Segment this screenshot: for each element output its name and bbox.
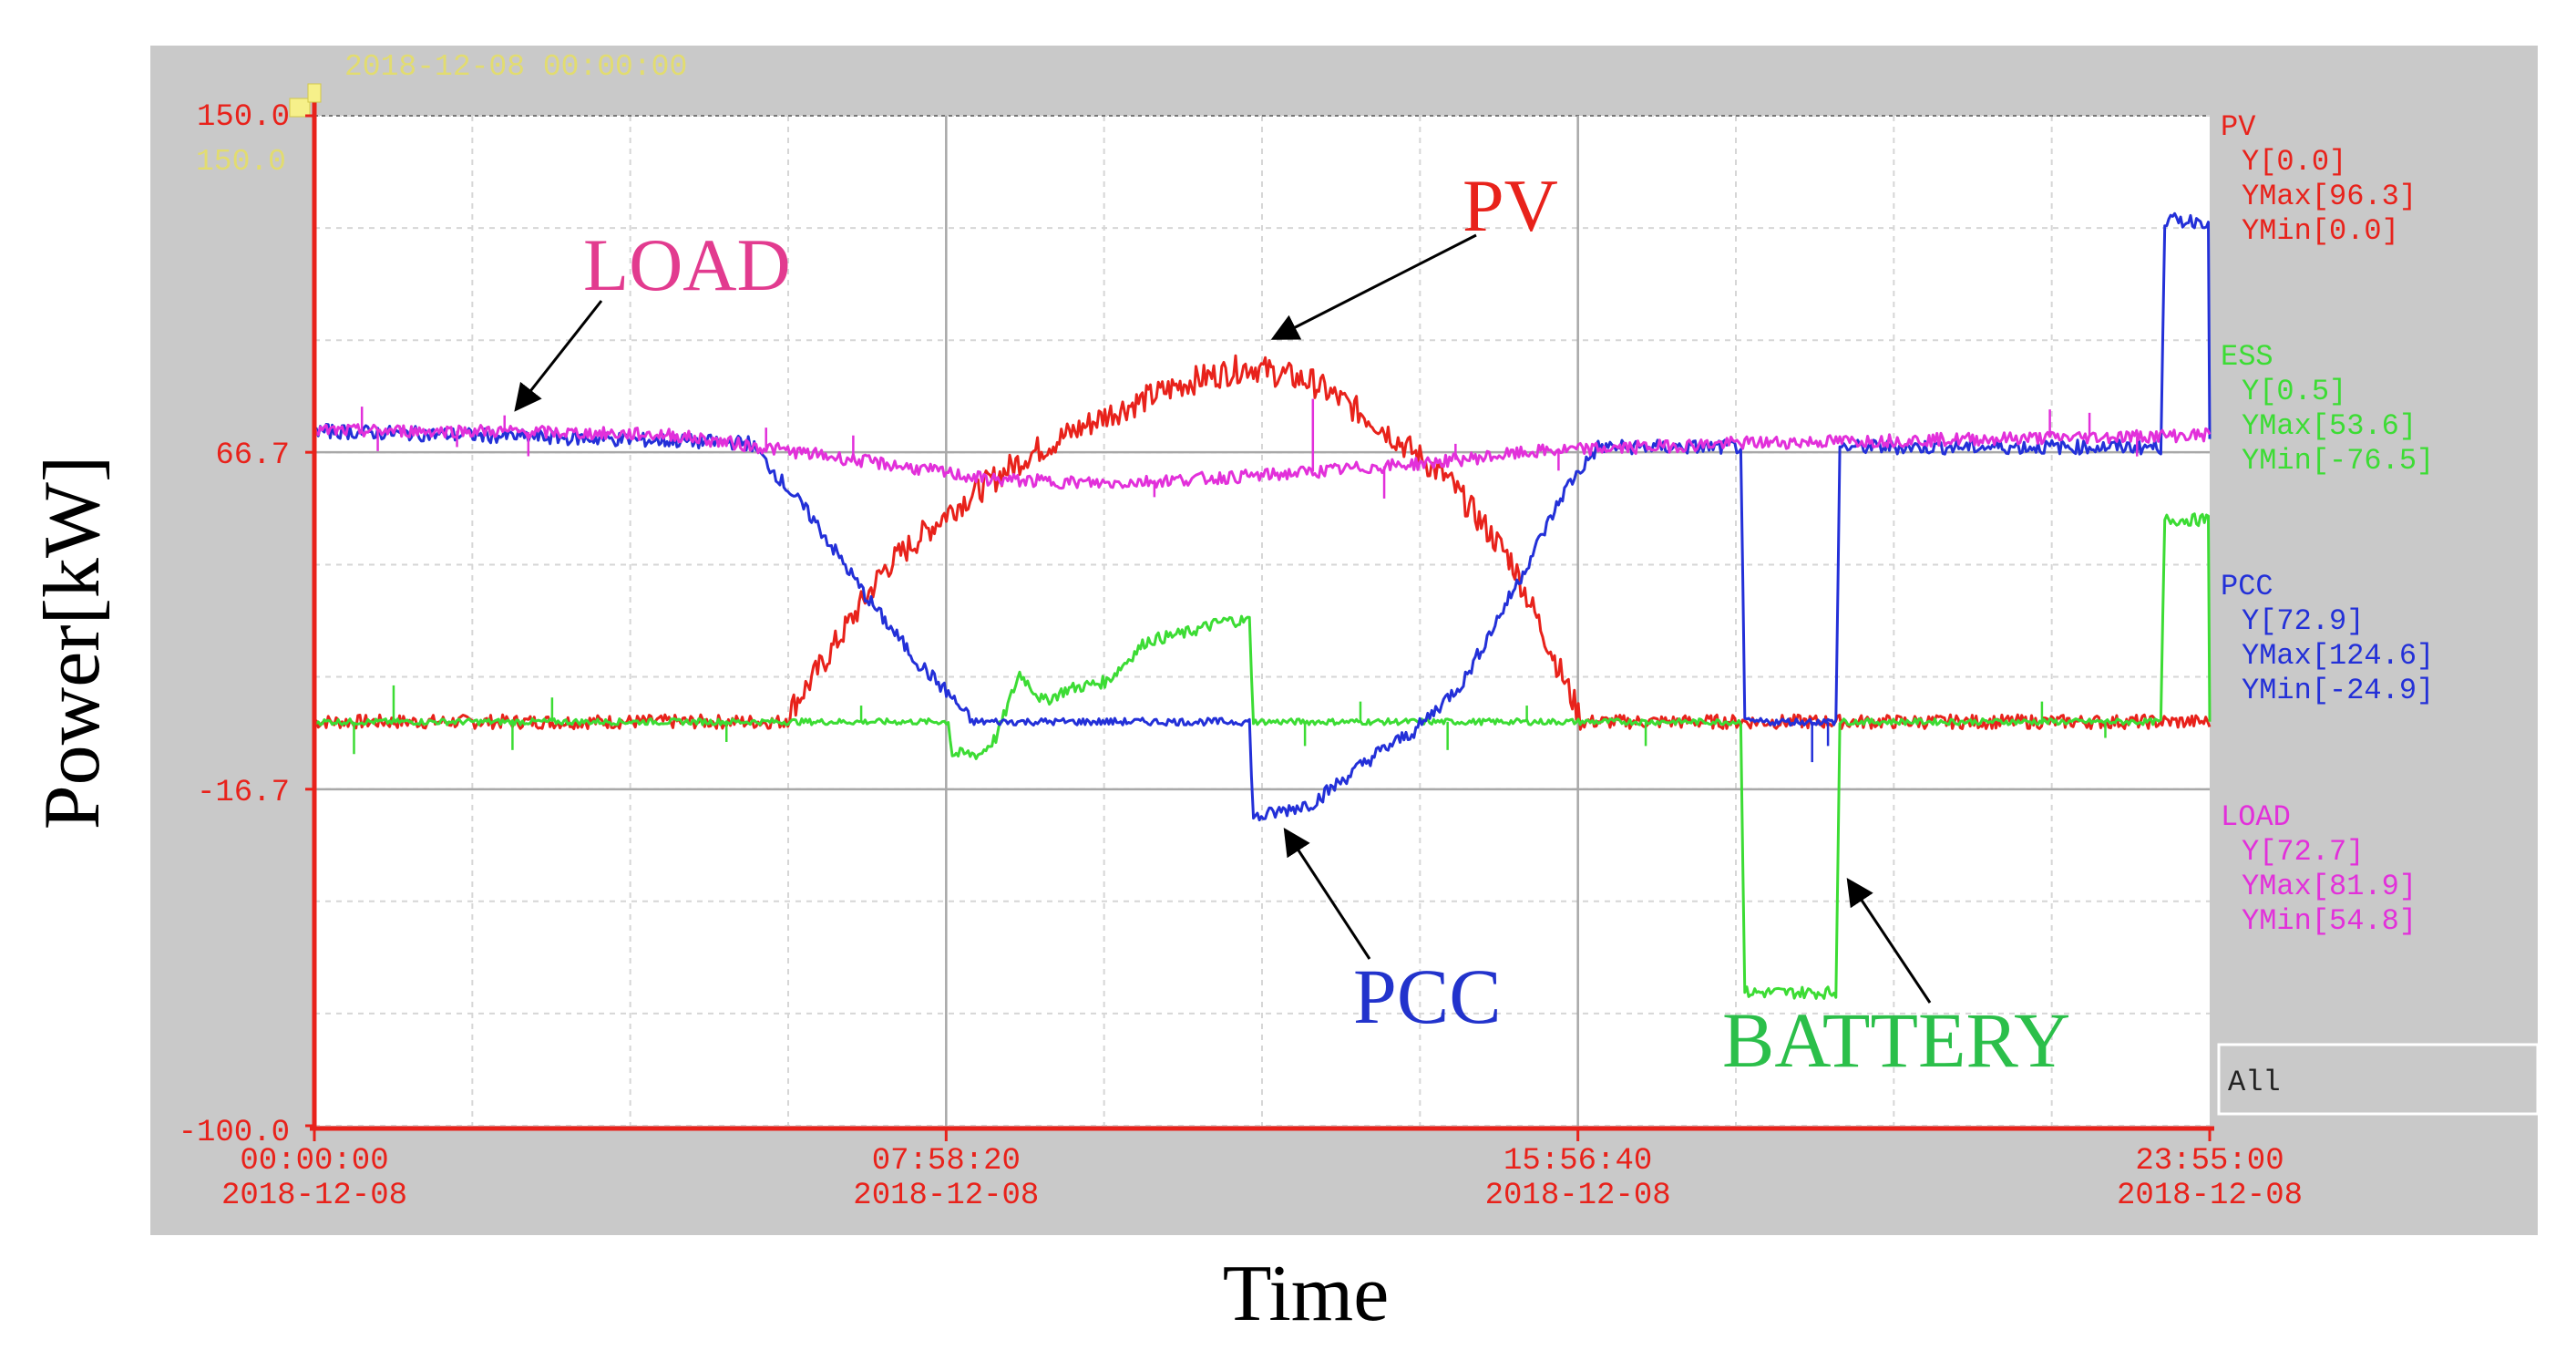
annotation-pcc: PCC bbox=[1353, 953, 1502, 1040]
x-tick-date: 2018-12-08 bbox=[2117, 1179, 2303, 1213]
x-tick-time: 23:55:00 bbox=[2135, 1144, 2284, 1179]
legend-ymin: YMin[54.8] bbox=[2242, 904, 2417, 938]
zoom-handle-top[interactable] bbox=[307, 83, 322, 103]
legend-ymax: YMax[96.3] bbox=[2242, 180, 2417, 213]
axes bbox=[289, 83, 2214, 1131]
annotation-arrow bbox=[1270, 233, 1477, 340]
legend-ymin: YMin[0.0] bbox=[2242, 214, 2399, 248]
legend: PVY[0.0]YMax[96.3]YMin[0.0]ESSY[0.5]YMax… bbox=[2221, 110, 2434, 938]
x-tick-date: 2018-12-08 bbox=[221, 1179, 407, 1213]
x-tick-date: 2018-12-08 bbox=[1485, 1179, 1671, 1213]
legend-ymin: YMin[-24.9] bbox=[2242, 674, 2434, 707]
legend-name: PCC bbox=[2221, 570, 2273, 603]
legend-y: Y[72.7] bbox=[2242, 835, 2364, 869]
legend-ymin: YMin[-76.5] bbox=[2242, 444, 2434, 478]
x-axis-title: Time bbox=[1223, 1250, 1390, 1338]
y-tick-labels: 150.0 66.7 -16.7 -100.0 bbox=[179, 100, 314, 1150]
legend-y: Y[0.5] bbox=[2242, 375, 2346, 408]
series-pv bbox=[313, 354, 2212, 731]
y-tick-label: -100.0 bbox=[179, 1116, 290, 1150]
legend-y: Y[72.9] bbox=[2242, 604, 2364, 638]
series-ess bbox=[313, 512, 2212, 1000]
legend-ymax: YMax[53.6] bbox=[2242, 409, 2417, 443]
annotation-arrow bbox=[1283, 827, 1371, 960]
x-tick-date: 2018-12-08 bbox=[853, 1179, 1039, 1213]
annotation-battery: BATTERY bbox=[1722, 996, 2070, 1084]
annotation-arrow bbox=[514, 300, 603, 412]
all-button[interactable] bbox=[2217, 1043, 2540, 1116]
legend-ymax: YMax[81.9] bbox=[2242, 870, 2417, 903]
ymax-secondary-label: 150.0 bbox=[196, 145, 286, 179]
annotations: PV LOAD PCC BATTERY bbox=[514, 164, 2070, 1084]
annotation-pv: PV bbox=[1462, 164, 1558, 247]
x-tick-time: 15:56:40 bbox=[1504, 1144, 1652, 1179]
y-tick-label: -16.7 bbox=[197, 776, 290, 810]
series-load bbox=[313, 398, 2212, 499]
y-tick-label: 66.7 bbox=[215, 438, 290, 473]
legend-name: ESS bbox=[2221, 340, 2273, 374]
legend-y: Y[0.0] bbox=[2242, 145, 2346, 179]
series-line bbox=[313, 512, 2212, 1000]
start-timestamp: 2018-12-08 00:00:00 bbox=[344, 50, 687, 84]
y-axis-title: Power[kW] bbox=[28, 456, 117, 830]
annotation-load: LOAD bbox=[583, 223, 791, 306]
x-tick-labels: 00:00:002018-12-0807:58:202018-12-0815:5… bbox=[221, 1128, 2303, 1213]
legend-ymax: YMax[124.6] bbox=[2242, 639, 2434, 673]
legend-name: PV bbox=[2221, 110, 2256, 144]
series-line bbox=[313, 354, 2212, 731]
series-layer bbox=[313, 211, 2212, 1000]
series-line bbox=[313, 423, 2212, 490]
x-tick-time: 00:00:00 bbox=[240, 1144, 388, 1179]
reference-lines bbox=[314, 116, 2210, 1126]
y-tick-label: 150.0 bbox=[197, 100, 290, 135]
legend-name: LOAD bbox=[2221, 800, 2291, 834]
all-button-label: All bbox=[2228, 1066, 2281, 1099]
zoom-handle-left[interactable] bbox=[289, 98, 311, 118]
x-tick-time: 07:58:20 bbox=[872, 1144, 1021, 1179]
annotation-arrow bbox=[1846, 878, 1932, 1004]
